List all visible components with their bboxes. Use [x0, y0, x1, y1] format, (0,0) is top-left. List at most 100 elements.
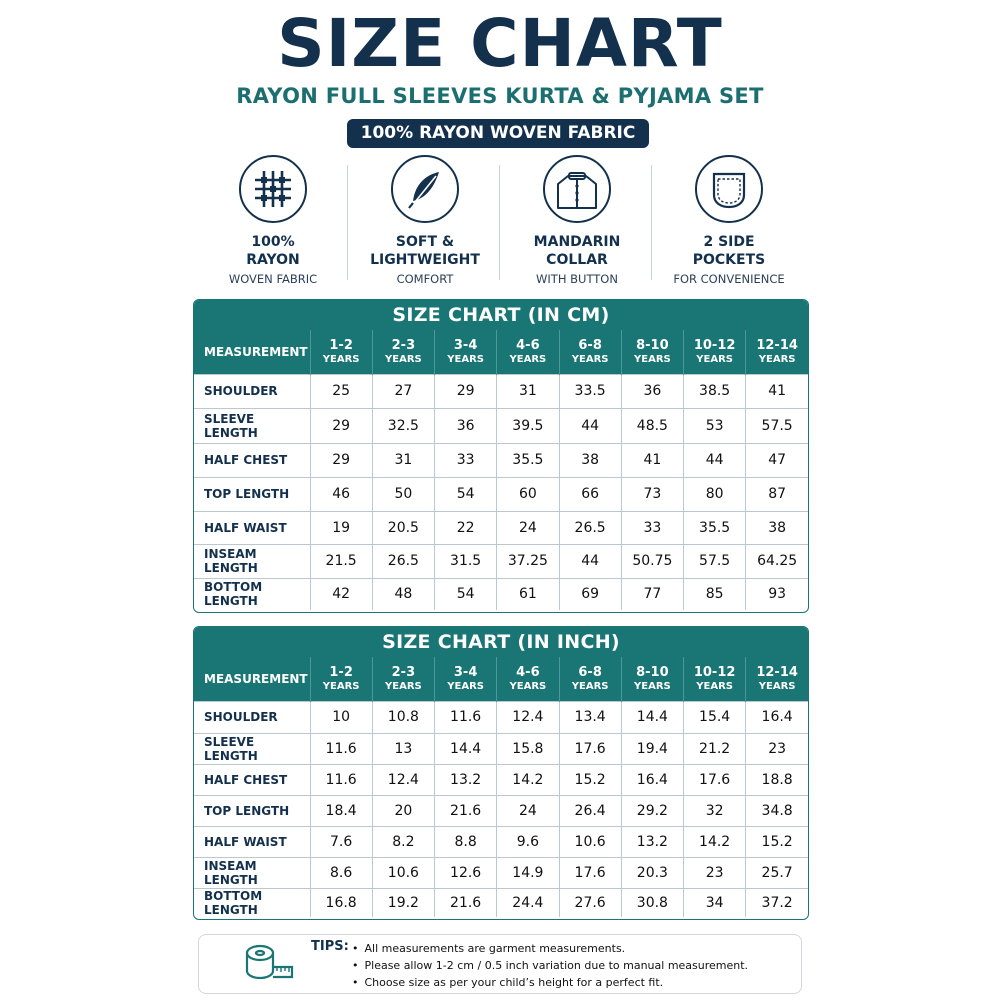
table-cell: 38: [745, 510, 808, 545]
table-cell: 73: [620, 476, 685, 512]
row-label: HALF CHEST: [194, 763, 311, 796]
table-cell: 20.3: [620, 856, 685, 889]
size-header: 12-14 YEARS: [745, 330, 808, 374]
size-header: 12-14 YEARS: [745, 657, 808, 701]
feature-fabric: 100% RAYON WOVEN FABRIC: [198, 155, 348, 287]
table-cell: 44: [558, 407, 622, 444]
table-cell: 38: [558, 442, 622, 478]
table-cell: 16.8: [309, 887, 373, 917]
table-cell: 21.6: [433, 887, 498, 917]
table-cell: 15.2: [745, 825, 808, 858]
row-label: HALF WAIST: [194, 825, 311, 858]
size-header: 2-3 YEARS: [371, 657, 435, 701]
size-chart-inch: SIZE CHART (IN INCH) MEASUREMENT 1-2 YEAR…: [193, 626, 809, 920]
feature-line-3: WOVEN FABRIC: [228, 272, 318, 286]
table-row: SHOULDER 25 27 29 31 33.5 36 38.5 41: [194, 373, 808, 409]
table-cell: 46: [309, 476, 373, 512]
table-cell: 8.2: [371, 825, 436, 858]
table-cell: 25.7: [745, 856, 808, 889]
table-cell: 33: [433, 442, 498, 478]
table-cell: 29: [433, 373, 498, 409]
feather-icon: [391, 155, 459, 223]
row-label: SHOULDER: [194, 373, 311, 409]
table-cell: 21.6: [433, 794, 498, 827]
table-cell: 24: [496, 510, 560, 545]
size-header: 3-4 YEARS: [433, 657, 497, 701]
table-cell: 18.4: [309, 794, 373, 827]
table-cell: 54: [433, 476, 498, 512]
table-header-row: MEASUREMENT 1-2 YEARS 2-3 YEARS 3-4 YEARS 4…: [194, 330, 808, 374]
table-cell: 17.6: [558, 856, 622, 889]
table-cell: 7.6: [309, 825, 373, 858]
size-header: 8-10 YEARS: [620, 330, 684, 374]
table-cell: 20.5: [371, 510, 436, 545]
tip-item: Please allow 1-2 cm / 0.5 inch variation…: [352, 957, 749, 974]
table-cell: 48: [371, 577, 436, 610]
size-header: 10-12 YEARS: [682, 330, 746, 374]
table-cell: 10.6: [371, 856, 436, 889]
size-header: 3-4 YEARS: [433, 330, 497, 374]
table-cell: 11.6: [433, 700, 498, 734]
table-row: BOTTOM LENGTH 16.8 19.2 21.6 24.4 27.6 3…: [194, 887, 808, 917]
row-label: BOTTOM LENGTH: [194, 887, 311, 917]
table-cell: 12.4: [496, 700, 560, 734]
table-cell: 31: [496, 373, 560, 409]
table-cell: 24.4: [496, 887, 560, 917]
table-cell: 23: [745, 732, 808, 765]
feature-line-2: COLLAR: [546, 252, 608, 268]
table-cell: 13.4: [558, 700, 622, 734]
row-label: TOP LENGTH: [194, 794, 311, 827]
table-cell: 30.8: [620, 887, 685, 917]
size-table-inch: MEASUREMENT 1-2 YEARS 2-3 YEARS 3-4 YEARS 4…: [194, 657, 808, 917]
table-cell: 33: [620, 510, 685, 545]
table-row: INSEAM LENGTH 21.5 26.5 31.5 37.25 44 50…: [194, 543, 808, 579]
table-cell: 10: [309, 700, 373, 734]
table-cell: 14.4: [620, 700, 685, 734]
size-header: 1-2 YEARS: [309, 330, 373, 374]
table-cell: 16.4: [620, 763, 685, 796]
table-cell: 38.5: [682, 373, 747, 409]
table-cell: 31.5: [433, 543, 498, 579]
table-row: SLEEVE LENGTH 29 32.5 36 39.5 44 48.5 53…: [194, 407, 808, 444]
table-cell: 15.4: [682, 700, 747, 734]
table-cell: 47: [745, 442, 808, 478]
table-cell: 57.5: [745, 407, 808, 444]
table-cell: 25: [309, 373, 373, 409]
table-cell: 21.2: [682, 732, 747, 765]
table-cell: 77: [620, 577, 685, 610]
table-cell: 41: [745, 373, 808, 409]
row-label: HALF CHEST: [194, 442, 311, 478]
row-label: SHOULDER: [194, 700, 311, 734]
size-header: 2-3 YEARS: [371, 330, 435, 374]
table-cell: 19: [309, 510, 373, 545]
feature-line-2: RAYON: [246, 252, 300, 268]
table-cell: 42: [309, 577, 373, 610]
table-cell: 8.8: [433, 825, 498, 858]
table-row: HALF WAIST 7.6 8.2 8.8 9.6 10.6 13.2 14.…: [194, 825, 808, 858]
feature-line-2: LIGHTWEIGHT: [370, 252, 480, 268]
table-cell: 18.8: [745, 763, 808, 796]
tips-list: All measurements are garment measurement…: [352, 940, 749, 991]
table-cell: 66: [558, 476, 622, 512]
table-cell: 34.8: [745, 794, 808, 827]
table-cell: 11.6: [309, 732, 373, 765]
page-title: SIZE CHART: [277, 5, 723, 82]
feature-line-3: COMFORT: [396, 272, 454, 286]
feature-line-3: FOR CONVENIENCE: [673, 272, 785, 286]
table-cell: 12.6: [433, 856, 498, 889]
table-cell: 44: [682, 442, 747, 478]
tips-label: TIPS:: [311, 939, 349, 954]
size-header: 4-6 YEARS: [496, 330, 559, 374]
table-cell: 10.8: [371, 700, 436, 734]
table-cell: 13: [371, 732, 436, 765]
table-cell: 14.4: [433, 732, 498, 765]
table-cell: 50.75: [620, 543, 685, 579]
row-label: SLEEVE LENGTH: [194, 732, 311, 765]
tip-item: Choose size as per your child’s height f…: [352, 974, 748, 991]
feature-pockets: 2 SIDE POCKETS FOR CONVENIENCE: [654, 155, 804, 287]
table-cell: 20: [371, 794, 436, 827]
table-cell: 26.4: [558, 794, 622, 827]
feature-soft: SOFT & LIGHTWEIGHT COMFORT: [350, 155, 500, 287]
mandarin-collar-icon: [543, 155, 611, 223]
row-label: INSEAM LENGTH: [194, 856, 311, 889]
